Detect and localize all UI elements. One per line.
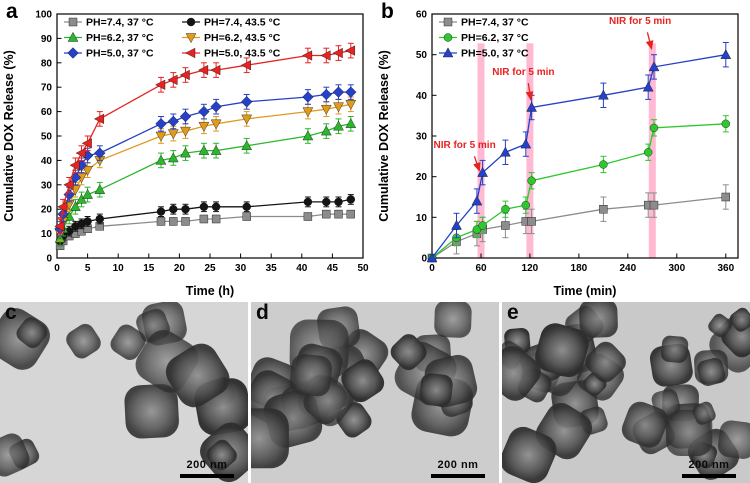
svg-text:30: 30 [416,132,428,143]
svg-text:50: 50 [416,50,428,61]
scale-bar: 200 nm [431,455,485,478]
svg-text:60: 60 [475,263,487,274]
panel-letter-c: c [5,302,17,324]
svg-text:0: 0 [54,263,60,274]
svg-text:60: 60 [416,10,428,21]
scale-bar-line [431,474,485,478]
dox-release-vs-ph-temp-chart: 0 5 10 15 20 25 30 35 40 45 50 0 10 20 30 40 50 60 70 80 90 1… [2,10,369,299]
panel-letter-b: b [381,0,394,23]
svg-text:10: 10 [416,213,428,224]
nir-triggered-release-chart: 0 60 120 180 240 300 360 0 10 20 30 40 50 60 Time (min… [377,10,739,298]
svg-text:80: 80 [41,58,53,69]
svg-text:0: 0 [46,254,52,265]
svg-text:70: 70 [41,83,53,94]
svg-text:25: 25 [204,263,216,274]
svg-text:NIR for 5 min: NIR for 5 min [609,16,671,27]
svg-text:Time (h): Time (h) [186,284,234,298]
scale-bar-line [180,474,234,478]
svg-text:20: 20 [174,263,186,274]
charts-row: a 0 5 10 15 20 25 30 35 40 45 50 0 10 20 30 40 50 60 70 80 9… [0,0,750,302]
panel-letter-a: a [6,0,18,23]
tem-row: c 200 nm d 200 nm e 200 nm [0,302,750,483]
svg-text:30: 30 [235,263,247,274]
panel-a: a 0 5 10 15 20 25 30 35 40 45 50 0 10 20 30 40 50 60 70 80 9… [0,0,375,302]
svg-text:PH=6.2, 37 °C: PH=6.2, 37 °C [461,32,529,44]
svg-text:40: 40 [416,91,428,102]
panel-letter-e: e [507,302,519,324]
svg-text:360: 360 [717,263,734,274]
panel-b: b 0 60 120 180 240 300 360 0 10 20 30 40 50 60 Time (m… [375,0,750,302]
panel-c: c 200 nm [0,302,248,483]
svg-text:PH=5.0, 37 °C: PH=5.0, 37 °C [461,48,529,60]
scale-bar-label: 200 nm [688,459,730,471]
svg-text:20: 20 [41,205,53,216]
svg-text:45: 45 [327,263,339,274]
svg-text:PH=5.0, 43.5 °C: PH=5.0, 43.5 °C [204,48,281,60]
panel-letter-d: d [256,302,269,324]
svg-text:90: 90 [41,34,53,45]
svg-text:15: 15 [143,263,155,274]
svg-text:10: 10 [41,229,53,240]
scale-bar: 200 nm [682,455,736,478]
panel-d: d 200 nm [251,302,499,483]
svg-text:PH=7.4, 37 °C: PH=7.4, 37 °C [86,17,154,29]
svg-text:Time (min): Time (min) [554,284,617,298]
svg-text:0: 0 [421,254,427,265]
svg-text:NIR for 5 min: NIR for 5 min [433,140,495,151]
svg-text:PH=7.4, 37 °C: PH=7.4, 37 °C [461,17,529,29]
svg-text:10: 10 [113,263,125,274]
svg-text:50: 50 [357,263,369,274]
svg-text:240: 240 [619,263,636,274]
svg-text:0: 0 [429,263,435,274]
svg-text:NIR for 5 min: NIR for 5 min [492,67,554,78]
svg-text:Cumulative DOX Release (%): Cumulative DOX Release (%) [377,50,391,222]
svg-text:300: 300 [668,263,685,274]
tem-image-e [502,302,750,483]
scale-bar-label: 200 nm [437,459,479,471]
svg-text:100: 100 [35,10,52,21]
tem-image-c [0,302,248,483]
svg-text:120: 120 [522,263,539,274]
svg-text:PH=6.2, 37 °C: PH=6.2, 37 °C [86,32,154,44]
panel-e: e 200 nm [502,302,750,483]
scale-bar-label: 200 nm [186,459,228,471]
svg-text:PH=7.4, 43.5 °C: PH=7.4, 43.5 °C [204,17,281,29]
svg-text:PH=5.0, 37 °C: PH=5.0, 37 °C [86,48,154,60]
svg-text:50: 50 [41,132,53,143]
scale-bar-line [682,474,736,478]
svg-text:60: 60 [41,107,53,118]
scale-bar: 200 nm [180,455,234,478]
svg-text:20: 20 [416,172,428,183]
svg-text:180: 180 [571,263,588,274]
svg-text:PH=6.2, 43.5 °C: PH=6.2, 43.5 °C [204,32,281,44]
svg-text:40: 40 [41,156,53,167]
svg-text:Cumulative DOX Release (%): Cumulative DOX Release (%) [2,50,16,222]
svg-text:40: 40 [296,263,308,274]
svg-text:30: 30 [41,180,53,191]
svg-text:5: 5 [85,263,91,274]
svg-text:35: 35 [266,263,278,274]
tem-image-d [251,302,499,483]
